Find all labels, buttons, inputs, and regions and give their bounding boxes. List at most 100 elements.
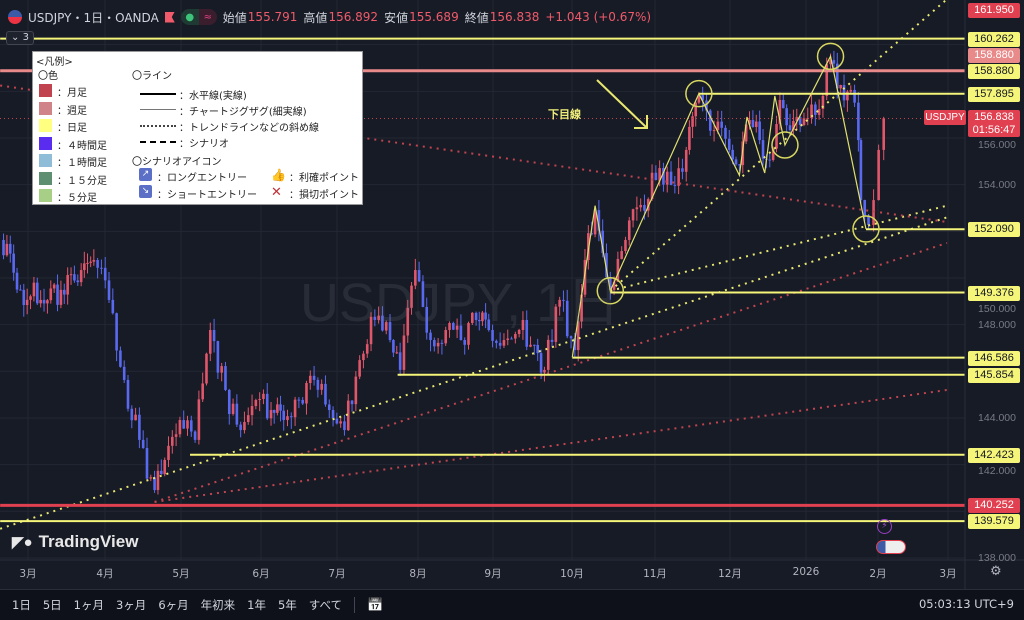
- candle-up: [365, 344, 369, 354]
- thumbs-up-icon: 👍: [271, 168, 286, 182]
- candle-down: [761, 140, 765, 159]
- legend-icon-label: ：ショートエントリー: [157, 190, 257, 201]
- flag-icon[interactable]: [164, 11, 175, 23]
- candle-up: [354, 376, 358, 405]
- legend-line-label: ：チャートジグザグ(細実線): [179, 107, 307, 118]
- candle-down: [814, 104, 817, 115]
- down-arrow-head-icon: [634, 115, 648, 129]
- time-tick: 7月: [328, 568, 346, 580]
- open-label: 始値: [222, 10, 247, 25]
- candle-down: [421, 281, 425, 307]
- range-button[interactable]: 3ヶ月: [115, 598, 147, 612]
- candle-down: [392, 340, 395, 353]
- economic-events-icon[interactable]: [876, 540, 906, 554]
- candle-down: [126, 379, 130, 409]
- candle-up: [583, 260, 587, 295]
- open-value: 155.791: [247, 10, 298, 24]
- event-lightning-icon[interactable]: ⚡: [877, 519, 892, 534]
- candle-up: [576, 321, 580, 351]
- candle-up: [639, 204, 642, 208]
- legend-color-label: ：４時間足: [57, 140, 107, 152]
- settings-gear-icon[interactable]: ⚙: [990, 564, 1002, 579]
- candle-down: [601, 230, 604, 254]
- price-chart[interactable]: [0, 0, 1024, 590]
- range-button[interactable]: 1日: [12, 598, 31, 612]
- candle-down: [643, 204, 646, 211]
- symbol-title[interactable]: USDJPY・1日・OANDA: [28, 10, 159, 25]
- candle-down: [289, 416, 293, 418]
- candle-down: [398, 352, 402, 370]
- candle-up: [580, 294, 583, 322]
- candle-down: [758, 121, 761, 141]
- candle-down: [388, 322, 392, 341]
- pivot-circle: [596, 277, 625, 305]
- candle-up: [817, 108, 821, 115]
- candle-up: [69, 274, 73, 276]
- candle-down: [312, 375, 316, 380]
- candle-down: [138, 414, 141, 440]
- candle-up: [631, 209, 635, 221]
- logo-text: TradingView: [38, 532, 139, 551]
- candle-down: [56, 284, 59, 305]
- candle-down: [62, 289, 66, 295]
- candle-up: [684, 149, 688, 172]
- candle-up: [481, 312, 484, 322]
- down-arrow-line: [596, 79, 648, 129]
- legend-box: <凡例> 〇色 〇ライン 〇シナリオアイコン ：月足 ：週足 ：日足 ：４時間足 ：１時…: [32, 51, 363, 205]
- range-button[interactable]: すべて: [308, 598, 343, 612]
- range-button[interactable]: 年初来: [200, 598, 236, 612]
- market-status-pill[interactable]: ● ≈: [180, 9, 217, 25]
- range-button[interactable]: 6ヶ月: [158, 598, 189, 612]
- candle-up: [627, 220, 631, 240]
- low-label: 安値: [384, 10, 409, 25]
- candle-up: [174, 434, 178, 437]
- candle-down: [76, 280, 80, 283]
- candle-up: [262, 393, 265, 399]
- candle-down: [608, 277, 612, 290]
- candle-up: [86, 262, 89, 264]
- price-label: 158.880: [968, 47, 1020, 63]
- range-button[interactable]: 5年: [277, 598, 297, 612]
- current-price-countdown: 01:56:47: [972, 124, 1016, 136]
- price-label: 152.090: [968, 222, 1020, 238]
- candle-down: [8, 243, 12, 254]
- trendline-red: [154, 388, 948, 503]
- candle-up: [156, 470, 160, 491]
- go-to-date-calendar-icon[interactable]: 📅: [367, 597, 384, 613]
- candle-down: [539, 353, 543, 373]
- high-label: 高値: [303, 10, 328, 25]
- close-value: 156.838: [489, 10, 540, 24]
- candle-down: [863, 200, 867, 216]
- candle-up: [402, 335, 406, 370]
- range-button[interactable]: 1ヶ月: [73, 598, 104, 612]
- candle-down: [562, 299, 565, 301]
- candle-down: [350, 400, 354, 405]
- candle-up: [620, 251, 623, 259]
- candle-down: [734, 159, 738, 165]
- symbol-price-tag: USDJPY: [924, 110, 966, 125]
- bottom-toolbar: 1日 5日 1ヶ月 3ヶ月 6ヶ月 年初来 1年 5年 すべて 📅: [0, 589, 1024, 620]
- candle-down: [452, 323, 455, 330]
- clock[interactable]: 05:03:13 UTC+9: [918, 597, 1014, 611]
- candle-down: [301, 399, 304, 404]
- candle-up: [716, 121, 720, 131]
- legend-lines-title: 〇ライン: [132, 71, 172, 82]
- range-button[interactable]: 1年: [247, 598, 266, 612]
- candle-up: [712, 130, 716, 132]
- candle-down: [463, 340, 467, 345]
- time-tick: 12月: [718, 568, 742, 580]
- candle-down: [738, 164, 741, 166]
- tradingview-logo: ◤● TradingView: [12, 532, 138, 552]
- range-button[interactable]: 5日: [42, 598, 62, 612]
- price-label: 149.376: [968, 285, 1020, 301]
- price-tick: 156.000: [978, 139, 1016, 151]
- close-label: 終値: [464, 10, 489, 25]
- candle-up: [79, 270, 83, 283]
- collapse-indicators-button[interactable]: ⌄ 3: [6, 31, 34, 45]
- candle-up: [677, 168, 680, 186]
- candle-down: [701, 95, 704, 101]
- candle-up: [92, 260, 96, 262]
- candle-up: [839, 85, 842, 89]
- time-tick: 9月: [484, 568, 502, 580]
- candle-up: [517, 330, 521, 335]
